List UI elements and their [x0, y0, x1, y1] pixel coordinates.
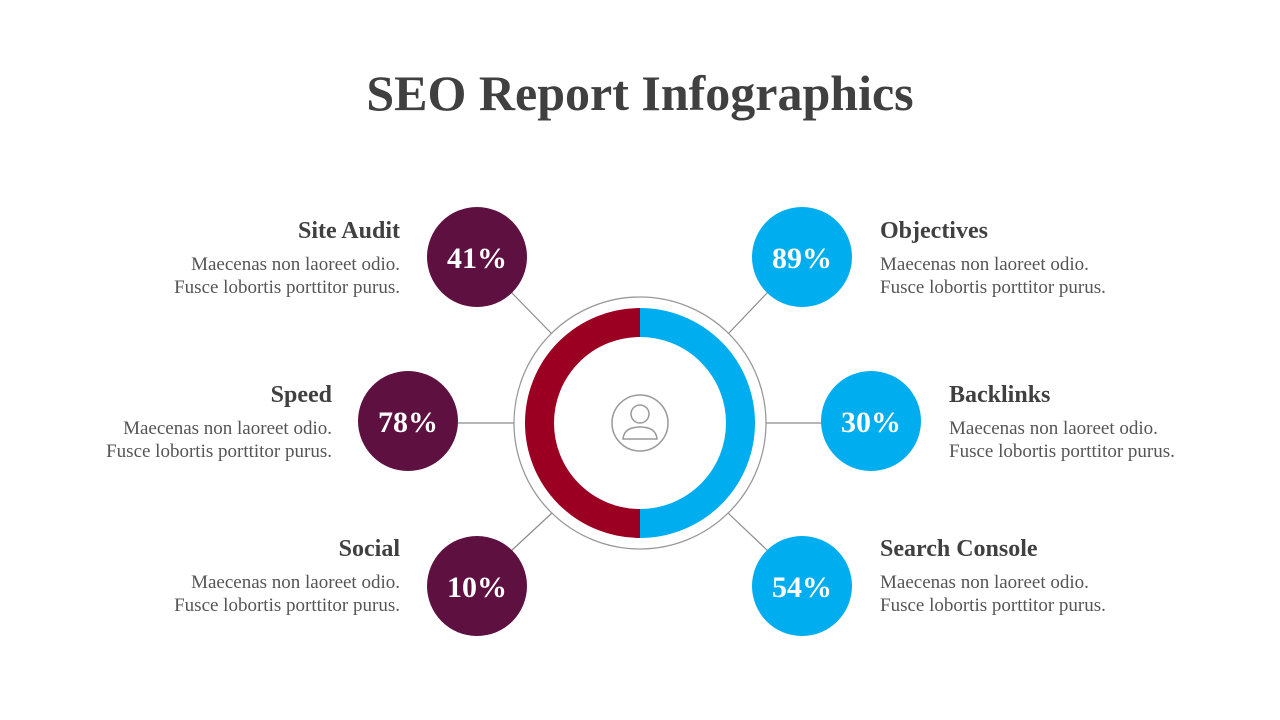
item-label: Backlinks [949, 382, 1050, 408]
value: 89% [772, 242, 832, 275]
item-description: Maecenas non laoreet odio. [880, 572, 1089, 593]
value: 10% [447, 571, 507, 604]
item-label: Objectives [880, 218, 988, 244]
right-texts: Objectives Maecenas non laoreet odio. Fu… [880, 218, 1175, 616]
item-description: Fusce lobortis porttitor purus. [174, 277, 400, 298]
item-description: Maecenas non laoreet odio. [880, 254, 1089, 275]
item-description: Fusce lobortis porttitor purus. [174, 595, 400, 616]
value: 54% [772, 571, 832, 604]
value: 30% [841, 406, 901, 439]
item-description: Maecenas non laoreet odio. [191, 572, 400, 593]
item-label: Speed [271, 382, 333, 408]
item-description: Fusce lobortis porttitor purus. [106, 441, 332, 462]
item-description: Fusce lobortis porttitor purus. [880, 595, 1106, 616]
item-description: Maecenas non laoreet odio. [123, 418, 332, 439]
connectors [458, 291, 822, 552]
item-description: Maecenas non laoreet odio. [191, 254, 400, 275]
item-description: Maecenas non laoreet odio. [949, 418, 1158, 439]
item-label: Search Console [880, 536, 1038, 562]
item-description: Fusce lobortis porttitor purus. [880, 277, 1106, 298]
left-texts: Site Audit Maecenas non laoreet odio. Fu… [106, 218, 400, 616]
item-label: Site Audit [298, 218, 400, 244]
item-label: Social [339, 536, 401, 562]
circle-badges: 41% 78% 10% 89% 30% 54% [358, 207, 921, 636]
center-ring [513, 296, 767, 550]
value: 41% [447, 242, 507, 275]
user-icon [611, 394, 669, 452]
item-description: Fusce lobortis porttitor purus. [949, 441, 1175, 462]
title: SEO Report Infographics [366, 65, 913, 121]
value: 78% [378, 406, 438, 439]
